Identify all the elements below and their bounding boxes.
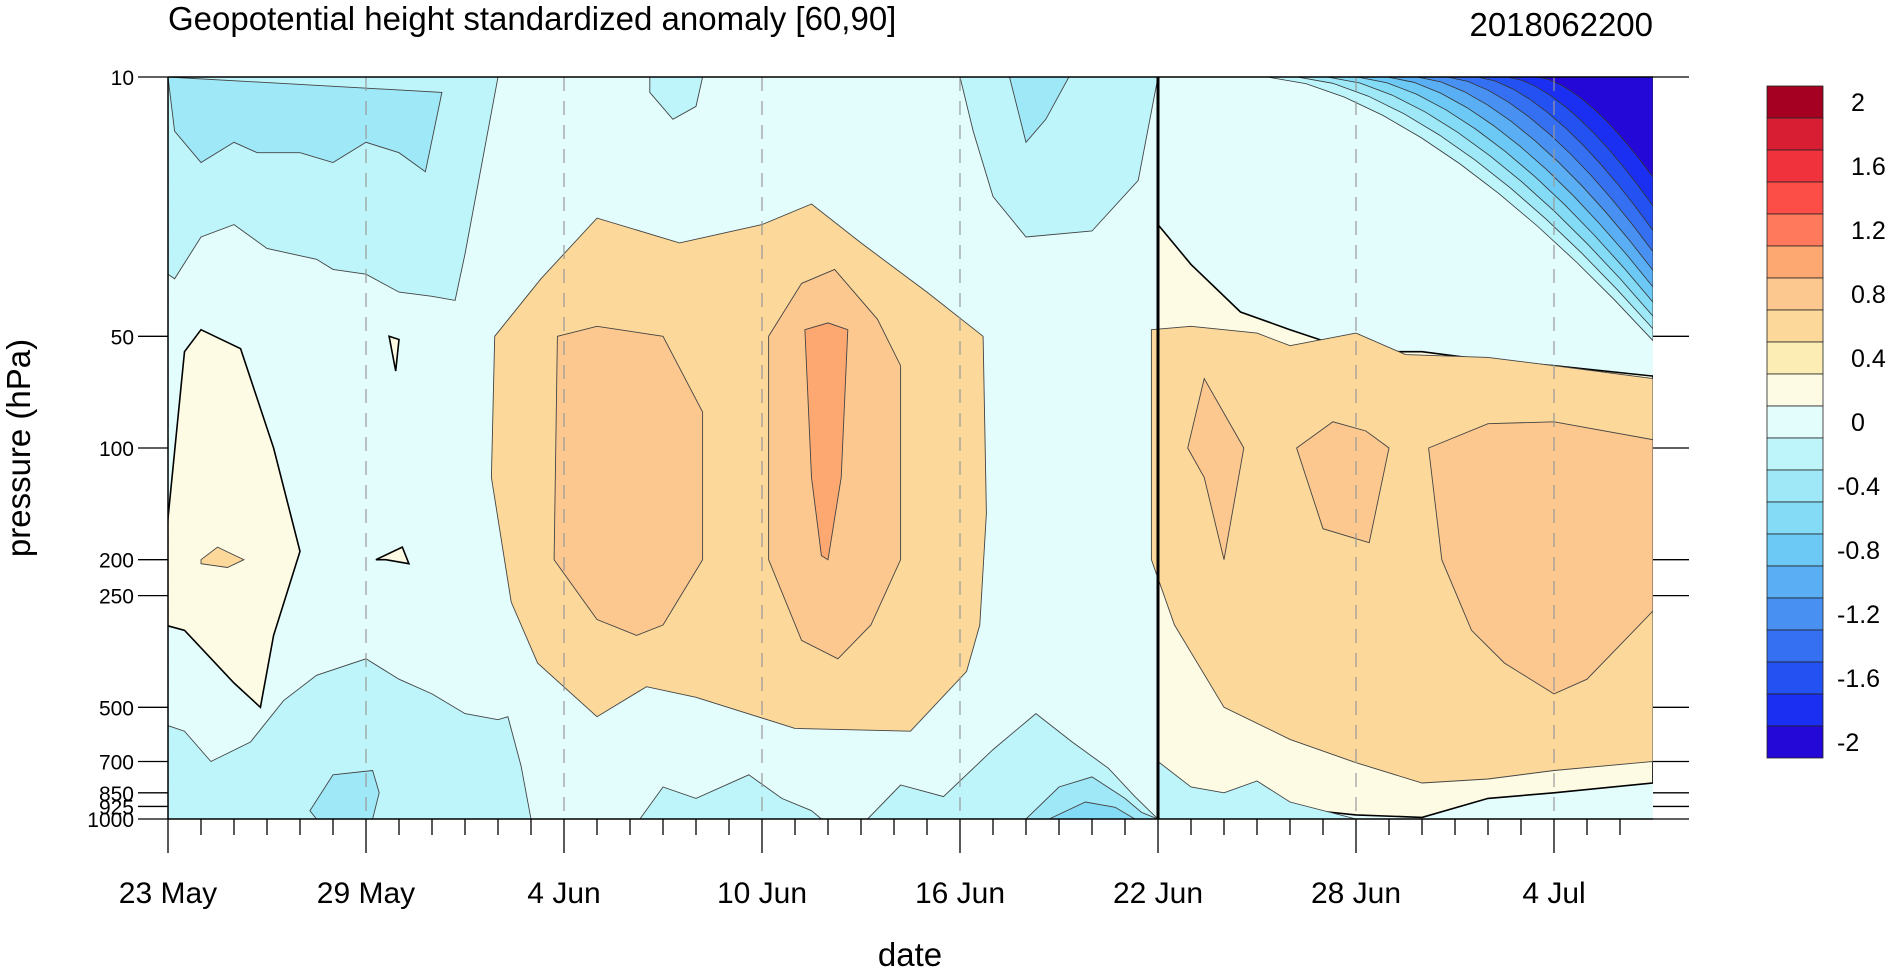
colorbar-swatch-3	[1766, 181, 1824, 215]
contour-band--2	[1537, 77, 1653, 178]
colorbar-label-0: 2	[1851, 89, 1865, 117]
contour-region-4	[168, 328, 301, 709]
y-tick-label-850: 850	[99, 783, 134, 806]
contour-region-11	[1296, 421, 1390, 544]
contour-region-24	[1157, 760, 1357, 819]
contour-region-6	[375, 546, 411, 565]
x-axis-label: date	[878, 936, 942, 969]
colorbar-swatch-18	[1766, 661, 1824, 695]
x-tick-label-5: 22 Jun	[1113, 877, 1203, 910]
colorbar-swatch-8	[1766, 341, 1824, 375]
colorbar-swatch-4	[1766, 213, 1824, 247]
contour-region-12	[1428, 421, 1653, 695]
chart-datestamp: 2018062200	[1469, 6, 1653, 43]
colorbar-swatch-13	[1766, 501, 1824, 535]
y-tick-label-50: 50	[111, 326, 134, 349]
colorbar-label-10: -2	[1837, 729, 1859, 757]
x-tick-label-1: 29 May	[317, 877, 415, 910]
y-tick-label-1000: 1000	[87, 809, 134, 832]
x-tick-label-6: 28 Jun	[1311, 877, 1401, 910]
y-axis-label: pressure (hPa)	[0, 339, 37, 557]
contour-region-10	[1187, 377, 1245, 560]
x-tick-label-0: 23 May	[119, 877, 217, 910]
colorbar-label-6: -0.4	[1837, 473, 1880, 501]
contour-region-20	[639, 774, 823, 819]
colorbar-legend: 2 1.6 1.2 0.8 0.4 0 -0.4 -0.8 -1.2 -1.6 -2	[1766, 85, 1886, 759]
contour-region-16	[959, 77, 1159, 238]
contour-region-5	[200, 546, 245, 568]
colorbar-swatch-9	[1766, 373, 1824, 407]
y-tick-label-200: 200	[99, 550, 134, 573]
contour-region-23	[1048, 801, 1136, 819]
colorbar-swatch-11	[1766, 437, 1824, 471]
colorbar-swatch-12	[1766, 469, 1824, 503]
contour-region-19	[309, 770, 380, 819]
colorbar-swatch-15	[1766, 565, 1824, 599]
colorbar-swatch-7	[1766, 309, 1824, 343]
colorbar-label-8: -1.2	[1837, 601, 1880, 629]
colorbar-label-2: 1.2	[1851, 217, 1886, 245]
y-tick-label-500: 500	[99, 697, 134, 720]
y-tick-label-700: 700	[99, 752, 134, 775]
contour-field	[168, 77, 1653, 819]
y-tick-label-10: 10	[111, 67, 134, 90]
x-tick-label-4: 16 Jun	[915, 877, 1005, 910]
x-tick-label-7: 4 Jul	[1522, 877, 1585, 910]
y-tick-label-925: 925	[99, 796, 134, 819]
contour-region-1	[553, 325, 704, 636]
colorbar-label-9: -1.6	[1837, 665, 1880, 693]
y-tick-label-100: 100	[99, 438, 134, 461]
x-tick-label-3: 10 Jun	[717, 877, 807, 910]
colorbar-swatch-17	[1766, 629, 1824, 663]
colorbar-swatch-6	[1766, 277, 1824, 311]
colorbar-label-3: 0.8	[1851, 281, 1886, 309]
colorbar-swatch-19	[1766, 693, 1824, 727]
colorbar-label-7: -0.8	[1837, 537, 1880, 565]
x-axis: 23 May 29 May 4 Jun 10 Jun 16 Jun 22 Jun 28 Ju…	[119, 819, 1621, 910]
colorbar-swatch-2	[1766, 149, 1824, 183]
colorbar-swatch-14	[1766, 533, 1824, 567]
colorbar-label-1: 1.6	[1851, 153, 1886, 181]
contour-region-15	[649, 77, 704, 120]
colorbar-swatch-5	[1766, 245, 1824, 279]
contour-region-17	[1009, 77, 1070, 144]
colorbar-label-4: 0.4	[1851, 345, 1886, 373]
colorbar-label-5: 0	[1851, 409, 1865, 437]
colorbar-swatch-1	[1766, 117, 1824, 151]
contour-region-22	[1025, 776, 1159, 819]
y-tick-label-250: 250	[99, 586, 134, 609]
chart-title: Geopotential height standardized anomaly…	[168, 0, 896, 37]
contour-region-14	[168, 77, 443, 173]
contour-region-7	[388, 335, 400, 372]
contour-region-18	[168, 658, 532, 819]
contour-region-3	[804, 322, 849, 561]
x-tick-label-2: 4 Jun	[527, 877, 600, 910]
colorbar-swatch-0	[1766, 85, 1824, 119]
colorbar-swatch-16	[1766, 597, 1824, 631]
colorbar-swatch-20	[1766, 725, 1824, 759]
colorbar-swatch-10	[1766, 405, 1824, 439]
